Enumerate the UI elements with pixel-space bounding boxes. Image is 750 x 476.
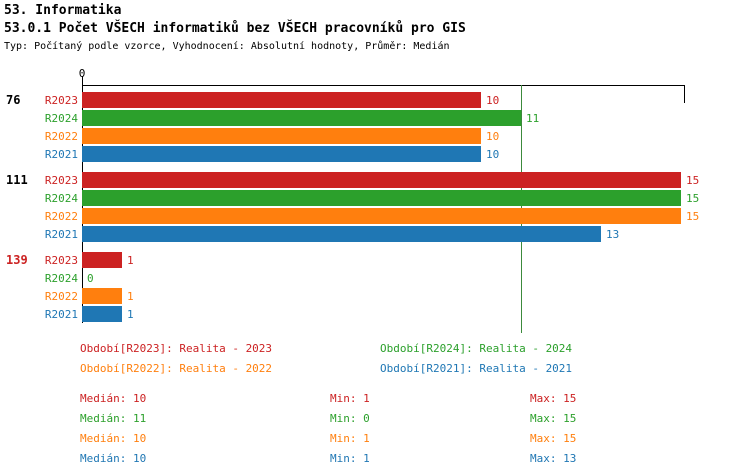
legend-item-r2023: Období[R2023]: Realita - 2023 bbox=[80, 342, 273, 355]
bar-r2023 bbox=[82, 252, 122, 268]
bar-value-r2023: 1 bbox=[127, 254, 134, 267]
bar-value-r2024: 0 bbox=[87, 272, 94, 285]
series-label-r2023: R2023 bbox=[44, 94, 78, 107]
legend-item-r2024: Období[R2024]: Realita - 2024 bbox=[380, 342, 573, 355]
group-label: 76 bbox=[6, 93, 21, 107]
bar-r2023 bbox=[82, 92, 481, 108]
legend-item-r2021: Období[R2021]: Realita - 2021 bbox=[380, 362, 573, 375]
bar-value-r2022: 1 bbox=[127, 290, 134, 303]
bar-r2024 bbox=[82, 190, 681, 206]
bar-r2021 bbox=[82, 226, 601, 242]
stat-max-r2021: Max: 13 bbox=[530, 452, 577, 465]
bar-value-r2023: 15 bbox=[686, 174, 700, 187]
series-label-r2021: R2021 bbox=[44, 228, 78, 241]
bar-value-r2024: 15 bbox=[686, 192, 700, 205]
series-label-r2022: R2022 bbox=[44, 290, 78, 303]
legend-item-r2022: Období[R2022]: Realita - 2022 bbox=[80, 362, 273, 375]
bar-value-r2023: 10 bbox=[486, 94, 500, 107]
series-label-r2024: R2024 bbox=[44, 112, 78, 125]
stat-median-r2021: Medián: 10 bbox=[80, 452, 147, 465]
bar-value-r2021: 1 bbox=[127, 308, 134, 321]
bar-r2023 bbox=[82, 172, 681, 188]
series-label-r2021: R2021 bbox=[44, 308, 78, 321]
bar-value-r2022: 10 bbox=[486, 130, 500, 143]
x-axis-line bbox=[82, 85, 685, 86]
x-axis-end-tick bbox=[684, 85, 685, 103]
bar-value-r2021: 10 bbox=[486, 148, 500, 161]
group-label: 111 bbox=[6, 173, 28, 187]
stat-median-r2023: Medián: 10 bbox=[80, 392, 147, 405]
bar-r2022 bbox=[82, 128, 481, 144]
bar-r2022 bbox=[82, 208, 681, 224]
bar-value-r2022: 15 bbox=[686, 210, 700, 223]
series-label-r2023: R2023 bbox=[44, 174, 78, 187]
series-label-r2021: R2021 bbox=[44, 148, 78, 161]
bar-r2021 bbox=[82, 146, 481, 162]
x-axis-zero-tick bbox=[82, 76, 83, 85]
stat-max-r2024: Max: 15 bbox=[530, 412, 577, 425]
stat-min-r2022: Min: 1 bbox=[330, 432, 370, 445]
series-label-r2022: R2022 bbox=[44, 210, 78, 223]
bar-r2022 bbox=[82, 288, 122, 304]
series-label-r2023: R2023 bbox=[44, 254, 78, 267]
group-label: 139 bbox=[6, 253, 28, 267]
bar-r2024 bbox=[82, 110, 521, 126]
stat-median-r2022: Medián: 10 bbox=[80, 432, 147, 445]
chart-title: 53.0.1 Počet VŠECH informatiků bez VŠECH… bbox=[4, 21, 466, 36]
stat-min-r2021: Min: 1 bbox=[330, 452, 370, 465]
chart-meta: Typ: Počítaný podle vzorce, Vyhodnocení:… bbox=[4, 41, 450, 52]
bar-value-r2024: 11 bbox=[526, 112, 540, 125]
series-label-r2024: R2024 bbox=[44, 192, 78, 205]
stat-max-r2023: Max: 15 bbox=[530, 392, 577, 405]
page-title: 53. Informatika bbox=[4, 3, 122, 18]
bar-value-r2021: 13 bbox=[606, 228, 620, 241]
stat-median-r2024: Medián: 11 bbox=[80, 412, 147, 425]
stat-min-r2024: Min: 0 bbox=[330, 412, 370, 425]
series-label-r2024: R2024 bbox=[44, 272, 78, 285]
stat-max-r2022: Max: 15 bbox=[530, 432, 577, 445]
bar-r2021 bbox=[82, 306, 122, 322]
x-axis-zero-label: 0 bbox=[78, 67, 86, 80]
stat-min-r2023: Min: 1 bbox=[330, 392, 370, 405]
series-label-r2022: R2022 bbox=[44, 130, 78, 143]
